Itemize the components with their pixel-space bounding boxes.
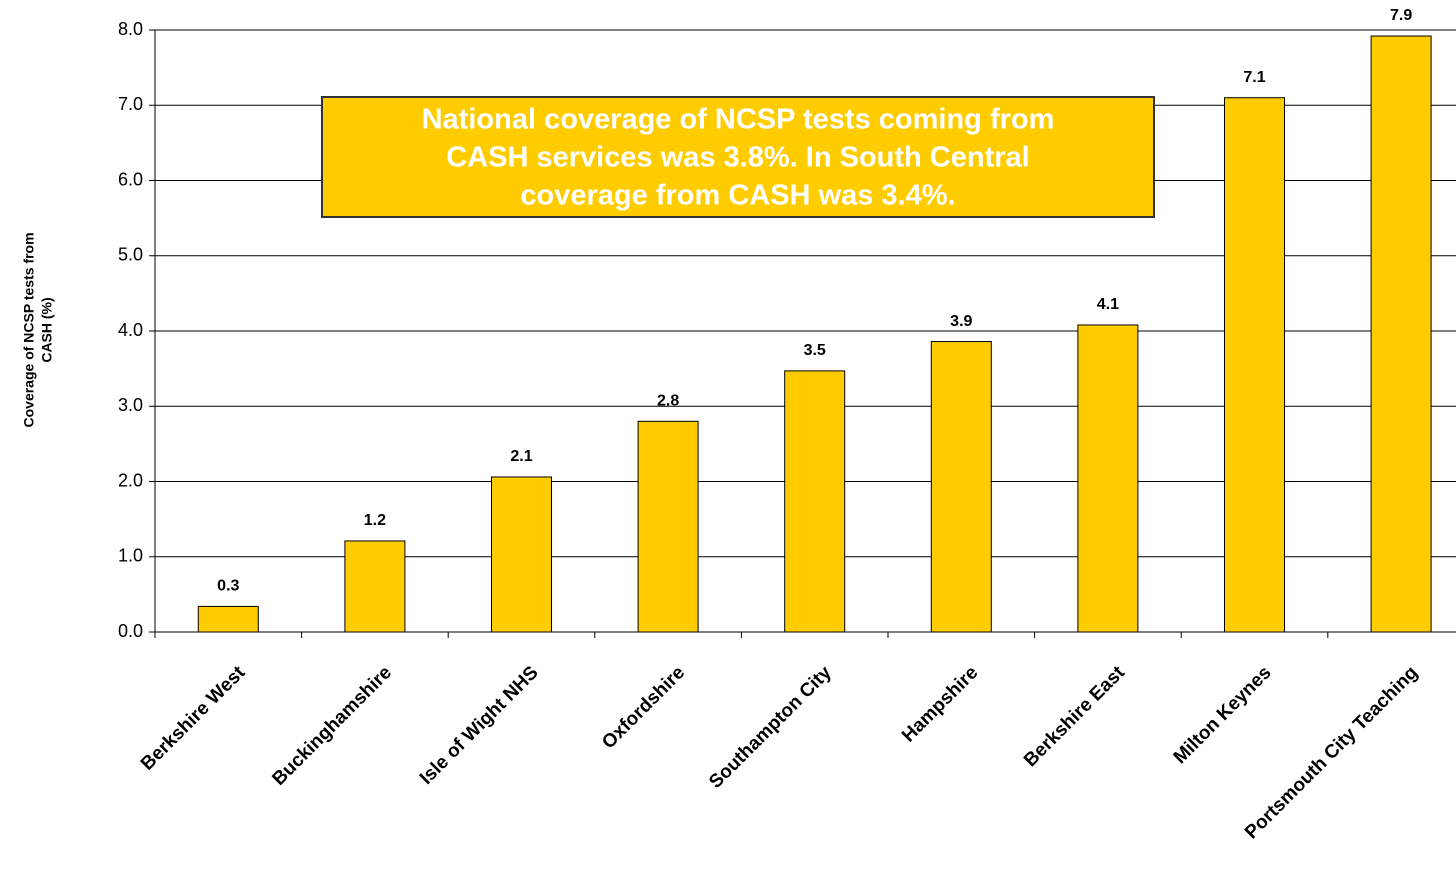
x-tick-label: Isle of Wight NHS bbox=[416, 662, 543, 789]
bar bbox=[491, 476, 552, 633]
value-label: 7.9 bbox=[1390, 7, 1412, 24]
x-tick-label: Portsmouth City Teaching bbox=[1241, 662, 1422, 843]
annotation-line: coverage from CASH was 3.4%. bbox=[520, 180, 955, 212]
bar bbox=[1224, 97, 1285, 633]
value-label: 3.9 bbox=[950, 313, 972, 330]
value-label: 2.1 bbox=[510, 448, 532, 465]
y-tick-label: 0.0 bbox=[118, 621, 143, 641]
bar bbox=[930, 341, 992, 633]
bar bbox=[1077, 324, 1139, 633]
annotation-line: CASH services was 3.8%. In South Central bbox=[446, 142, 1029, 174]
x-tick-label: Southampton City bbox=[705, 662, 836, 793]
y-tick-label: 3.0 bbox=[118, 395, 143, 415]
y-tick-label: 4.0 bbox=[118, 320, 143, 340]
y-axis-label: Coverage of NCSP tests from CASH (%) bbox=[21, 232, 55, 427]
bar bbox=[344, 540, 406, 633]
y-tick-label: 2.0 bbox=[118, 470, 143, 490]
x-tick-label: Oxfordshire bbox=[598, 662, 689, 753]
value-label: 2.8 bbox=[657, 393, 679, 410]
value-label: 0.3 bbox=[217, 578, 239, 595]
y-axis-label-line: CASH (%) bbox=[39, 297, 55, 362]
y-tick-label: 6.0 bbox=[118, 169, 143, 189]
annotation-line: National coverage of NCSP tests coming f… bbox=[422, 104, 1055, 136]
bar bbox=[784, 370, 846, 633]
y-axis-label-line: Coverage of NCSP tests from bbox=[21, 232, 37, 427]
x-tick-label: Buckinghamshire bbox=[268, 662, 396, 790]
value-label: 3.5 bbox=[804, 342, 826, 359]
x-tick-label: Hampshire bbox=[898, 662, 982, 746]
y-tick-label: 7.0 bbox=[118, 94, 143, 114]
bar bbox=[637, 420, 699, 633]
bar bbox=[1370, 35, 1432, 633]
x-tick-label: Berkshire West bbox=[137, 662, 250, 775]
annotation-box bbox=[321, 96, 1155, 218]
value-label: 4.1 bbox=[1097, 296, 1119, 313]
x-tick-label: Milton Keynes bbox=[1170, 662, 1276, 768]
value-label: 1.2 bbox=[364, 512, 386, 529]
annotation: National coverage of NCSP tests coming f… bbox=[321, 96, 1155, 218]
y-tick-label: 1.0 bbox=[118, 546, 143, 566]
x-tick-label: Berkshire East bbox=[1020, 662, 1129, 771]
value-label: 7.1 bbox=[1243, 69, 1265, 86]
y-tick-label: 8.0 bbox=[118, 19, 143, 39]
y-tick-label: 5.0 bbox=[118, 245, 143, 265]
bar bbox=[197, 605, 259, 633]
